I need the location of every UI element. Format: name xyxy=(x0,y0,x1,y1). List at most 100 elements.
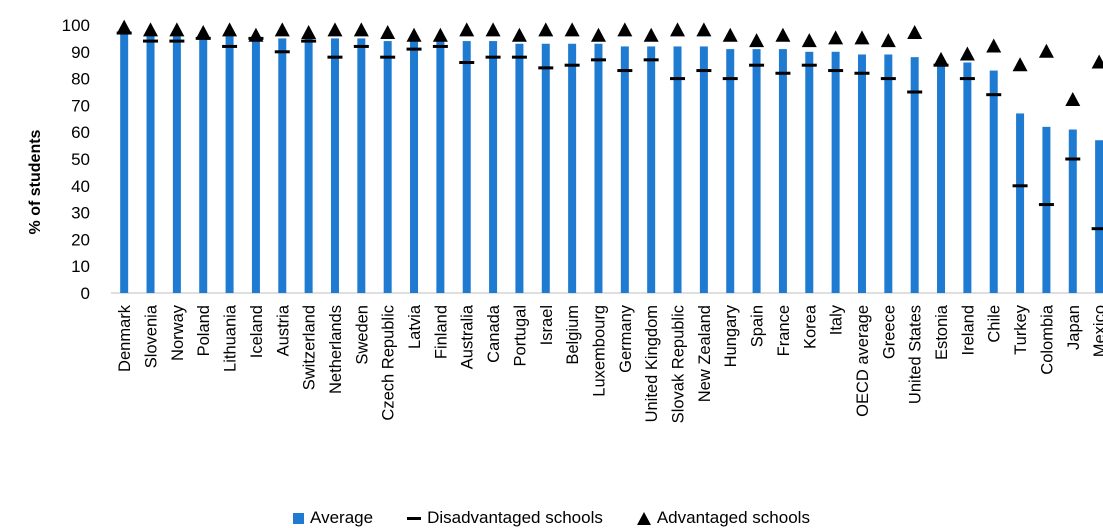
x-tick-label: United States xyxy=(907,305,925,404)
marker-advantaged xyxy=(590,27,606,42)
marker-advantaged xyxy=(775,27,791,42)
x-tick-label: Korea xyxy=(801,304,819,349)
marker-disadvantaged xyxy=(1091,227,1103,231)
x-tick-label: OECD average xyxy=(854,305,872,417)
bar-average xyxy=(330,38,339,294)
marker-advantaged xyxy=(459,22,475,37)
marker-advantaged xyxy=(880,33,896,48)
x-tick-label: Latvia xyxy=(406,304,424,349)
x-tick-label: New Zealand xyxy=(696,305,714,402)
marker-disadvantaged xyxy=(274,50,290,54)
marker-advantaged xyxy=(116,19,132,34)
marker-disadvantaged xyxy=(1065,157,1081,161)
x-tick-label: Slovenia xyxy=(143,304,161,368)
bar-average xyxy=(910,57,919,293)
marker-disadvantaged xyxy=(222,44,238,48)
marker-advantaged xyxy=(933,51,949,66)
marker-disadvantaged xyxy=(432,44,448,48)
bar-average xyxy=(831,51,840,293)
bar-average xyxy=(620,46,629,293)
marker-disadvantaged xyxy=(959,77,975,81)
bar-average xyxy=(1016,113,1025,293)
marker-disadvantaged xyxy=(854,71,870,75)
x-tick-label: Netherlands xyxy=(327,305,345,394)
legend-swatch-triangle xyxy=(636,511,651,525)
marker-disadvantaged xyxy=(301,39,317,43)
x-tick-label: Belgium xyxy=(564,305,582,365)
bar-average xyxy=(357,38,366,294)
bar-average xyxy=(199,35,208,293)
legend-label-advantaged: Advantaged schools xyxy=(656,508,810,527)
marker-advantaged xyxy=(274,22,290,37)
markers-disadvantaged xyxy=(116,31,1103,231)
bar-average xyxy=(1042,126,1051,293)
marker-advantaged xyxy=(1038,43,1054,58)
x-tick-label: Colombia xyxy=(1038,304,1056,375)
y-tick-label: 100 xyxy=(62,16,90,35)
x-tick-label: Japan xyxy=(1065,305,1083,350)
bar-average xyxy=(884,54,893,294)
y-tick-label: 40 xyxy=(71,177,90,196)
bars-average xyxy=(120,30,1103,294)
x-tick-label: Canada xyxy=(485,304,503,363)
marker-advantaged xyxy=(301,25,317,40)
x-tick-label: Czech Republic xyxy=(380,305,398,421)
x-tick-label: Luxembourg xyxy=(590,305,608,397)
x-tick-label: Austria xyxy=(274,304,292,356)
bar-average xyxy=(805,51,814,293)
marker-disadvantaged xyxy=(327,55,343,59)
y-tick-label: 90 xyxy=(71,43,90,62)
marker-advantaged xyxy=(327,22,343,37)
y-tick-label: 60 xyxy=(71,123,90,142)
bar-average xyxy=(225,35,234,293)
marker-disadvantaged xyxy=(880,77,896,81)
legend-swatch-dash xyxy=(407,516,422,520)
marker-disadvantaged xyxy=(643,58,659,62)
y-tick-label: 50 xyxy=(71,150,90,169)
marker-advantaged xyxy=(406,27,422,42)
marker-advantaged xyxy=(380,25,396,40)
marker-advantaged xyxy=(643,27,659,42)
x-tick-label: Switzerland xyxy=(301,305,319,390)
marker-advantaged xyxy=(353,22,369,37)
bar-average xyxy=(778,49,787,294)
x-tick-label: Australia xyxy=(459,304,477,369)
y-axis-ticks: 0 10 20 30 40 50 60 70 80 90 100 xyxy=(62,16,90,303)
x-tick-label: Hungary xyxy=(722,304,740,367)
marker-advantaged xyxy=(907,25,923,40)
bar-average xyxy=(699,46,708,293)
marker-advantaged xyxy=(617,22,633,37)
y-tick-label: 70 xyxy=(71,96,90,115)
marker-advantaged xyxy=(485,22,501,37)
x-tick-label: Germany xyxy=(617,304,635,373)
legend-label-average: Average xyxy=(310,508,374,527)
x-tick-label: Spain xyxy=(749,305,767,347)
x-tick-label: Denmark xyxy=(116,304,134,372)
x-tick-label: Poland xyxy=(195,305,213,356)
bar-average xyxy=(937,62,946,293)
y-tick-label: 30 xyxy=(71,204,90,223)
x-tick-label: Ireland xyxy=(959,305,977,355)
bar-average xyxy=(673,46,682,293)
bar-average xyxy=(989,70,998,293)
x-tick-label: Finland xyxy=(432,305,450,359)
bar-average xyxy=(172,35,181,293)
marker-disadvantaged xyxy=(986,93,1002,97)
marker-disadvantaged xyxy=(353,44,369,48)
bar-average xyxy=(462,41,471,293)
x-tick-label: Estonia xyxy=(933,304,951,360)
bar-average xyxy=(304,38,313,294)
marker-disadvantaged xyxy=(670,77,686,81)
y-tick-label: 20 xyxy=(71,230,90,249)
marker-disadvantaged xyxy=(511,55,527,59)
x-tick-label: Portugal xyxy=(511,305,529,366)
legend-item-advantaged: Advantaged schools xyxy=(636,508,810,528)
bar-average xyxy=(146,35,155,293)
marker-disadvantaged xyxy=(564,63,580,67)
x-tick-label: Slovak Republic xyxy=(670,305,688,423)
marker-advantaged xyxy=(749,33,765,48)
marker-disadvantaged xyxy=(907,90,923,94)
marker-disadvantaged xyxy=(459,61,475,65)
marker-advantaged xyxy=(828,30,844,45)
